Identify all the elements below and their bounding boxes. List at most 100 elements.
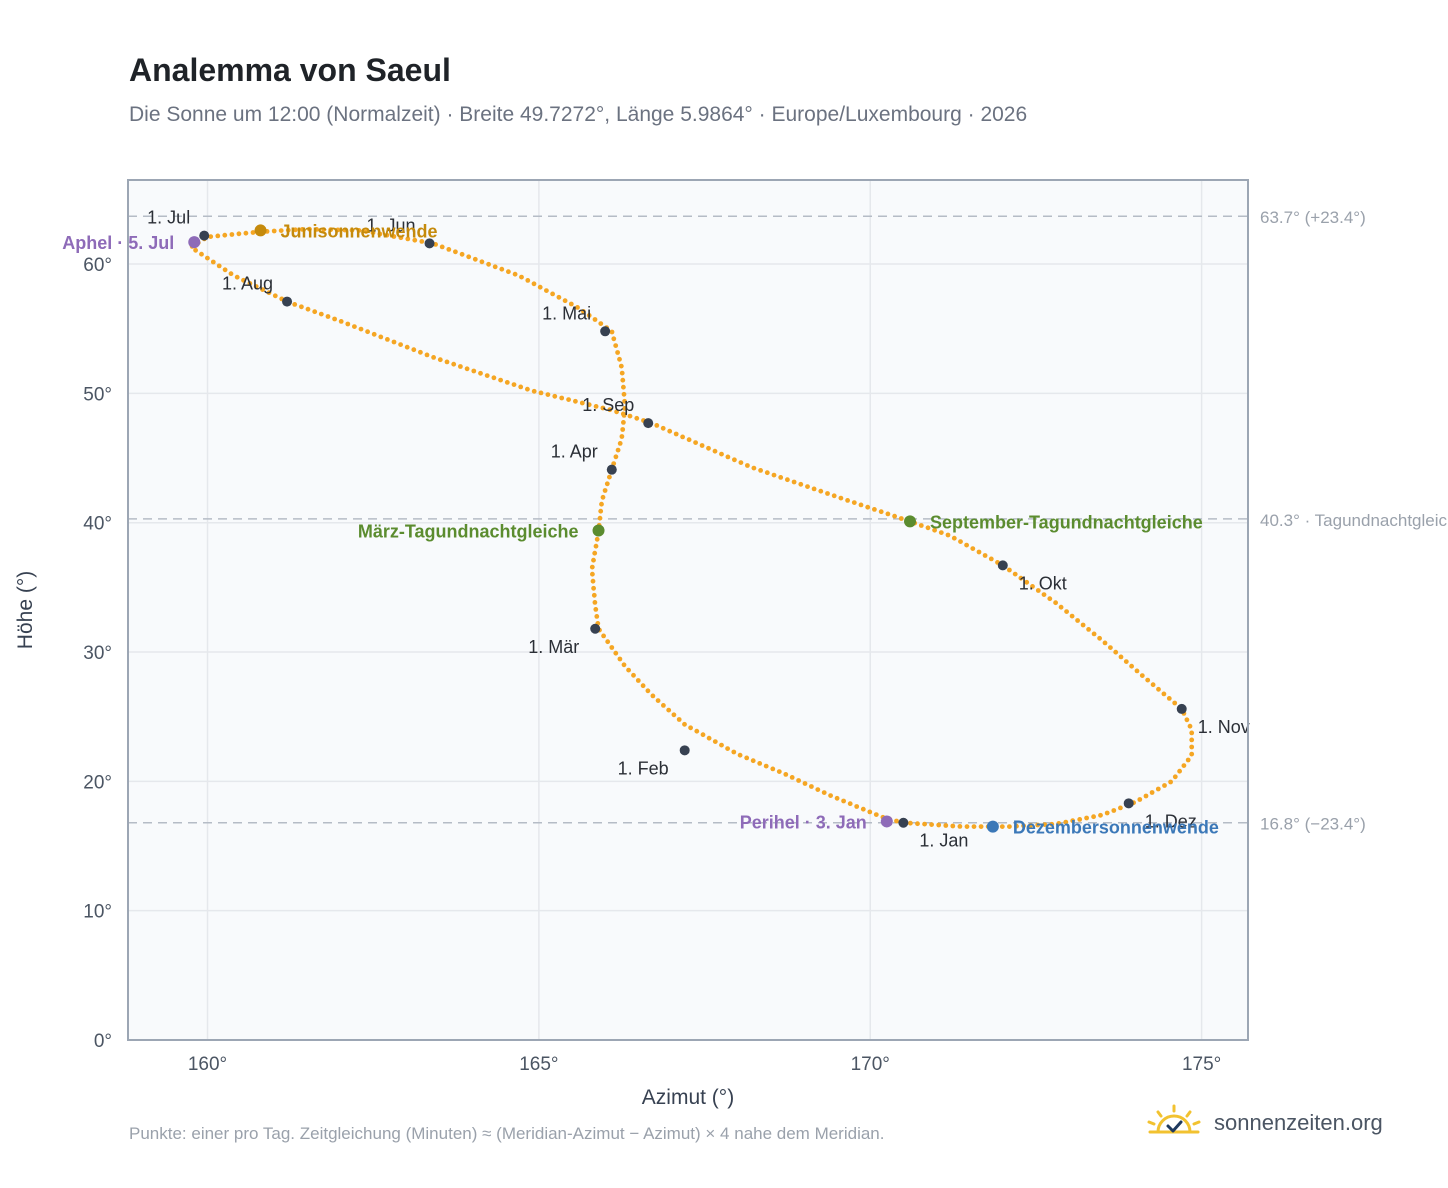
daily-point <box>1181 763 1187 768</box>
month-marker <box>590 623 601 634</box>
daily-point <box>744 755 750 761</box>
daily-point <box>600 405 606 411</box>
daily-point <box>898 516 904 521</box>
month-label: 1. Sep <box>582 395 634 415</box>
daily-point <box>1018 575 1024 581</box>
daily-point <box>1007 824 1012 829</box>
daily-point <box>605 639 611 645</box>
reference-line-label: 40.3° · Tagundnachtgleiche <box>1260 511 1448 530</box>
month-marker <box>643 418 654 429</box>
daily-point <box>719 451 724 457</box>
daily-point <box>1014 823 1019 829</box>
daily-point <box>878 509 884 515</box>
daily-point <box>228 271 234 277</box>
daily-point <box>342 227 348 233</box>
daily-point <box>611 336 617 342</box>
daily-point <box>785 477 790 483</box>
daily-point <box>607 407 613 413</box>
daily-point <box>1064 609 1069 614</box>
daily-point <box>700 732 706 738</box>
daily-point <box>686 437 692 443</box>
daily-point <box>1189 744 1195 750</box>
daily-point <box>215 233 221 239</box>
daily-point <box>285 227 291 233</box>
daily-point <box>525 386 530 392</box>
daily-point <box>671 712 677 718</box>
daily-point <box>971 824 977 829</box>
daily-point <box>1056 821 1062 826</box>
daily-point <box>751 465 757 471</box>
daily-point <box>771 472 777 478</box>
daily-point <box>591 592 597 598</box>
daily-point <box>575 305 580 310</box>
daily-point <box>737 752 743 758</box>
daily-point <box>945 532 951 538</box>
daily-point <box>1086 627 1091 632</box>
event-marker <box>904 515 917 528</box>
daily-point <box>512 271 518 277</box>
daily-point <box>349 227 355 233</box>
daily-point <box>591 557 596 563</box>
daily-point <box>621 662 627 668</box>
daily-point <box>384 232 390 238</box>
daily-point <box>821 790 827 795</box>
daily-point <box>552 393 558 399</box>
daily-point <box>815 787 821 792</box>
daily-point <box>1047 596 1053 602</box>
event-marker <box>880 815 893 828</box>
daily-point <box>1155 786 1161 792</box>
daily-point <box>236 231 242 237</box>
daily-point <box>544 288 549 293</box>
daily-point <box>999 824 1005 829</box>
daily-point <box>586 313 592 318</box>
daily-point <box>519 274 524 280</box>
daily-point <box>371 331 377 337</box>
daily-point <box>363 229 369 234</box>
daily-point <box>418 349 423 355</box>
daily-point <box>725 454 731 460</box>
month-label: 1. Aug <box>222 274 273 294</box>
daily-point <box>1162 783 1167 788</box>
daily-point <box>590 571 595 577</box>
daily-point <box>352 324 357 329</box>
event-marker <box>592 524 605 537</box>
reference-line-label: 16.8° (−23.4°) <box>1260 815 1366 834</box>
daily-point <box>1177 768 1182 774</box>
month-label: 1. Okt <box>1019 573 1067 593</box>
daily-point <box>365 329 370 335</box>
daily-point <box>619 434 625 439</box>
daily-point <box>601 633 606 639</box>
daily-point <box>915 821 920 827</box>
daily-point <box>621 420 626 425</box>
event-label: Perihel · 3. Jan <box>740 812 867 832</box>
daily-point <box>1189 737 1195 743</box>
daily-point <box>222 232 228 238</box>
daily-point <box>706 445 711 451</box>
daily-point <box>1123 659 1129 664</box>
daily-point <box>598 321 604 326</box>
daily-point <box>398 342 403 347</box>
daily-point <box>471 368 477 374</box>
daily-point <box>1150 682 1156 688</box>
brand[interactable]: sonnenzeiten.org <box>1146 1103 1383 1143</box>
daily-point <box>1139 673 1145 678</box>
daily-point <box>1189 751 1195 757</box>
daily-point <box>312 309 318 315</box>
daily-point <box>545 392 551 397</box>
daily-point <box>854 804 860 809</box>
month-marker <box>679 745 690 756</box>
month-marker <box>282 296 293 307</box>
event-markers: Junisonnenwende Dezembersonnenwende März-T… <box>62 221 1219 837</box>
daily-point <box>757 761 763 766</box>
daily-point <box>925 525 931 531</box>
daily-point <box>631 672 636 678</box>
daily-point <box>594 614 600 619</box>
month-marker <box>600 326 611 337</box>
daily-point <box>272 293 278 299</box>
daily-point <box>193 247 199 253</box>
daily-point <box>614 409 619 415</box>
daily-point <box>1189 730 1195 736</box>
daily-point <box>936 822 942 828</box>
daily-point <box>325 314 331 319</box>
daily-point <box>635 678 641 683</box>
